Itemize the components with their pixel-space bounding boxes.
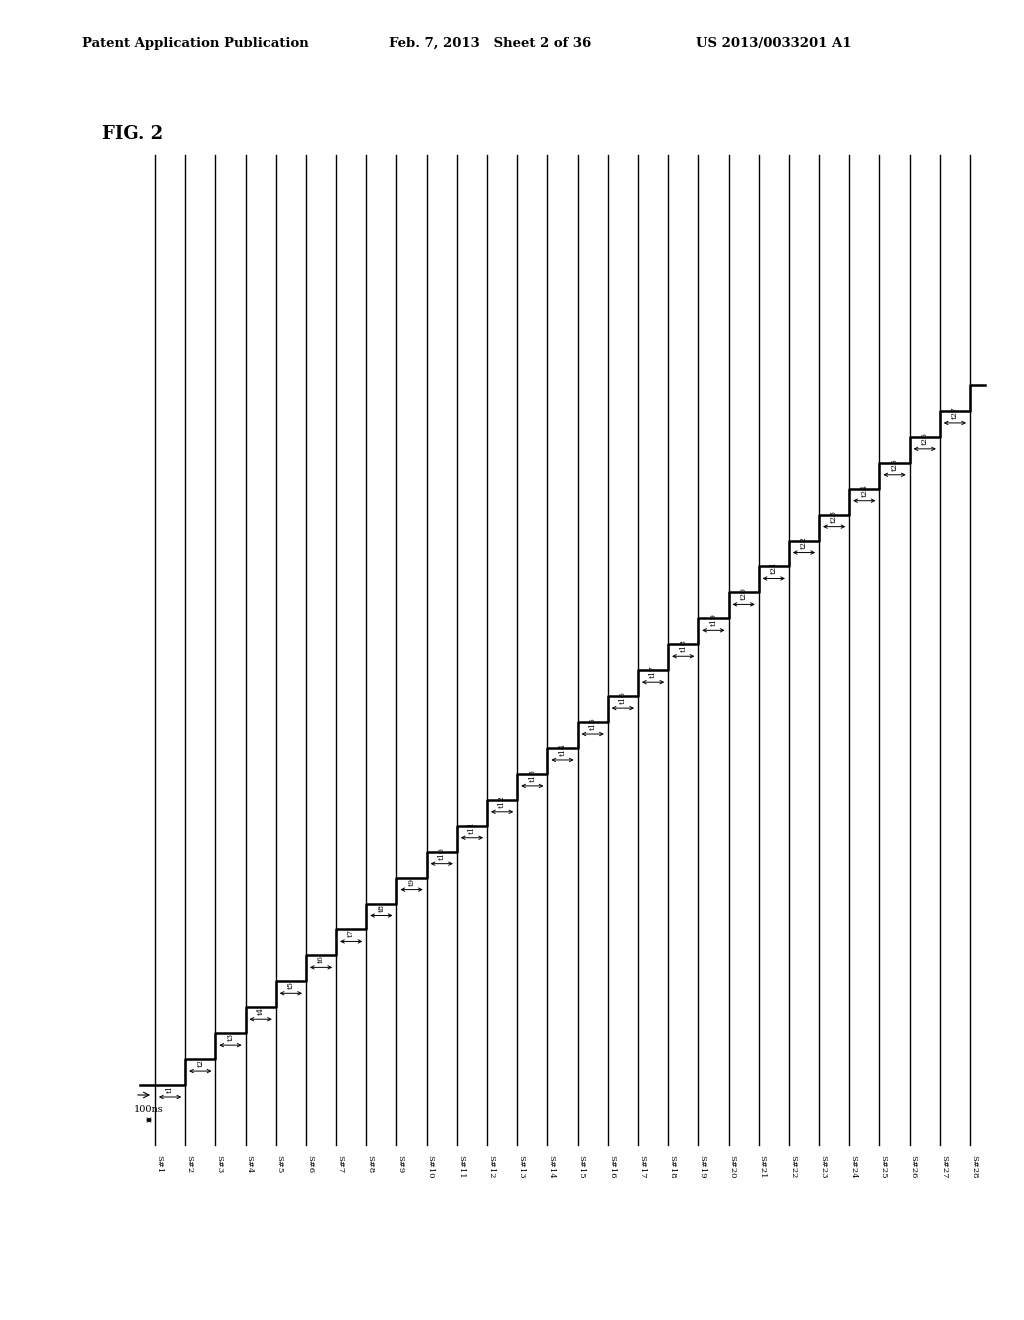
Text: t12: t12 [498, 795, 506, 808]
Text: S#17: S#17 [638, 1155, 646, 1179]
Text: t21: t21 [770, 561, 778, 574]
Text: t15: t15 [589, 717, 597, 730]
Text: t11: t11 [468, 821, 476, 834]
Text: t8: t8 [378, 903, 385, 912]
Text: S#3: S#3 [215, 1155, 223, 1173]
Text: t6: t6 [317, 956, 325, 964]
Text: S#10: S#10 [427, 1155, 434, 1179]
Text: S#11: S#11 [457, 1155, 465, 1179]
Text: S#14: S#14 [548, 1155, 555, 1179]
Text: S#7: S#7 [336, 1155, 344, 1173]
Text: t9: t9 [408, 878, 416, 886]
Text: S#25: S#25 [880, 1155, 888, 1179]
Text: S#16: S#16 [608, 1155, 615, 1179]
Text: Patent Application Publication: Patent Application Publication [82, 37, 308, 50]
Text: S#18: S#18 [668, 1155, 676, 1179]
Text: S#24: S#24 [849, 1155, 857, 1179]
Text: S#5: S#5 [275, 1155, 284, 1173]
Text: t24: t24 [860, 484, 868, 496]
Text: t25: t25 [891, 458, 898, 471]
Text: t22: t22 [800, 536, 808, 549]
Text: t27: t27 [951, 407, 958, 418]
Text: t16: t16 [618, 692, 627, 704]
Text: t20: t20 [739, 587, 748, 601]
Text: S#6: S#6 [306, 1155, 314, 1173]
Text: S#23: S#23 [819, 1155, 827, 1179]
Text: S#15: S#15 [578, 1155, 586, 1179]
Text: S#20: S#20 [728, 1155, 736, 1179]
Text: S#13: S#13 [517, 1155, 525, 1179]
Text: t7: t7 [347, 929, 355, 937]
Text: t10: t10 [437, 847, 445, 859]
Text: S#2: S#2 [185, 1155, 194, 1173]
Text: t3: t3 [226, 1034, 234, 1041]
Text: S#22: S#22 [788, 1155, 797, 1179]
Text: S#4: S#4 [246, 1155, 254, 1173]
Text: Feb. 7, 2013   Sheet 2 of 36: Feb. 7, 2013 Sheet 2 of 36 [389, 37, 592, 50]
Text: t2: t2 [197, 1059, 204, 1067]
Text: t19: t19 [710, 614, 718, 626]
Text: S#19: S#19 [698, 1155, 707, 1179]
Text: t13: t13 [528, 768, 537, 781]
Text: FIG. 2: FIG. 2 [102, 125, 164, 144]
Text: t4: t4 [257, 1007, 264, 1015]
Text: S#26: S#26 [909, 1155, 918, 1179]
Text: US 2013/0033201 A1: US 2013/0033201 A1 [696, 37, 852, 50]
Text: S#27: S#27 [940, 1155, 948, 1179]
Text: t14: t14 [558, 743, 566, 756]
Text: S#28: S#28 [970, 1155, 978, 1179]
Text: t23: t23 [830, 510, 839, 523]
Text: S#9: S#9 [396, 1155, 404, 1173]
Text: t26: t26 [921, 432, 929, 445]
Text: t18: t18 [679, 639, 687, 652]
Text: S#8: S#8 [367, 1155, 375, 1173]
Text: S#12: S#12 [487, 1155, 495, 1179]
Text: t17: t17 [649, 665, 657, 678]
Text: S#1: S#1 [155, 1155, 163, 1173]
Text: S#21: S#21 [759, 1155, 767, 1179]
Text: t5: t5 [287, 981, 295, 989]
Text: 100ns: 100ns [134, 1105, 164, 1114]
Text: t1: t1 [166, 1085, 174, 1093]
